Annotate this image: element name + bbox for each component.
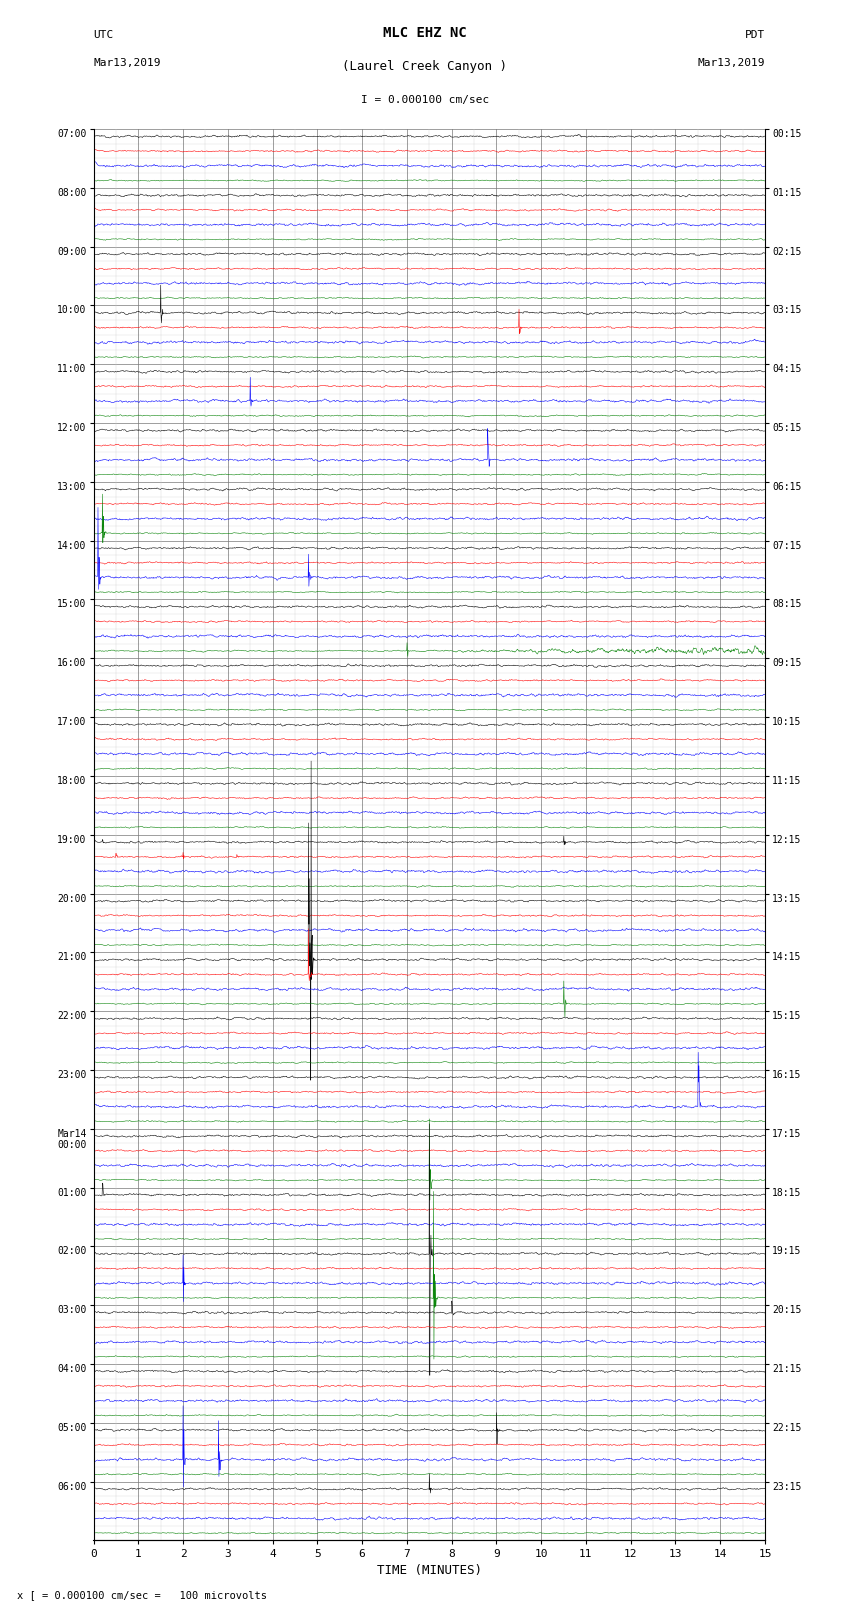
Text: UTC: UTC (94, 31, 114, 40)
Text: Mar13,2019: Mar13,2019 (94, 58, 161, 68)
Text: (Laurel Creek Canyon ): (Laurel Creek Canyon ) (343, 60, 507, 73)
Text: x [ = 0.000100 cm/sec =   100 microvolts: x [ = 0.000100 cm/sec = 100 microvolts (17, 1590, 267, 1600)
Text: I = 0.000100 cm/sec: I = 0.000100 cm/sec (361, 95, 489, 105)
Text: MLC EHZ NC: MLC EHZ NC (383, 26, 467, 40)
Text: PDT: PDT (745, 31, 765, 40)
Text: Mar13,2019: Mar13,2019 (698, 58, 765, 68)
X-axis label: TIME (MINUTES): TIME (MINUTES) (377, 1563, 482, 1576)
